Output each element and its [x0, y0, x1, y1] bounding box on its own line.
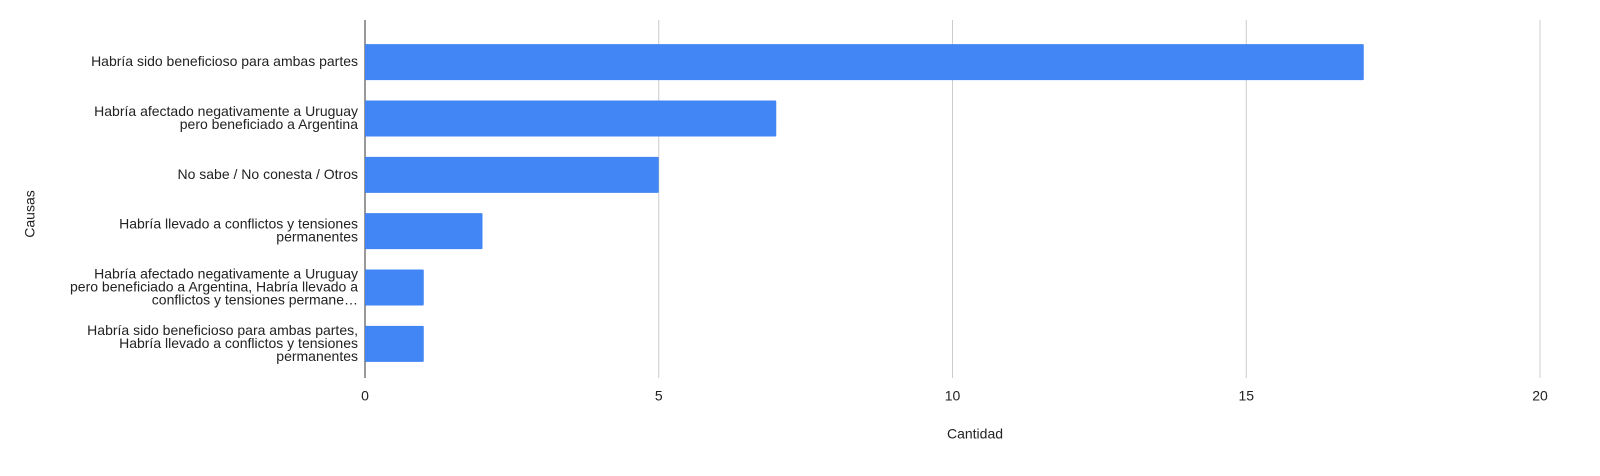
- x-tick-label: 10: [945, 388, 961, 404]
- bar: [365, 325, 424, 362]
- x-tick-label: 0: [361, 388, 369, 404]
- y-tick-label: Habría llevado a conflictos y tensiones p…: [119, 215, 358, 244]
- bar: [365, 269, 424, 306]
- y-tick-label: Habría afectado negativamente a Uruguay p…: [94, 103, 358, 132]
- bar: [365, 156, 659, 193]
- x-tick-label: 15: [1238, 388, 1254, 404]
- y-tick-label: Habría sido beneficioso para ambas parte…: [91, 53, 358, 69]
- y-axis-title: Causas: [22, 190, 38, 237]
- x-axis-title: Cantidad: [947, 426, 1003, 442]
- y-tick-label: Habría afectado negativamente a Uruguay p…: [70, 265, 358, 307]
- bar: [365, 213, 483, 250]
- y-tick-label: No sabe / No conesta / Otros: [177, 166, 358, 182]
- x-tick-label: 20: [1532, 388, 1548, 404]
- x-tick-label: 5: [655, 388, 663, 404]
- bar: [365, 44, 1364, 81]
- bar: [365, 100, 777, 137]
- y-tick-label: Habría sido beneficioso para ambas parte…: [87, 322, 358, 364]
